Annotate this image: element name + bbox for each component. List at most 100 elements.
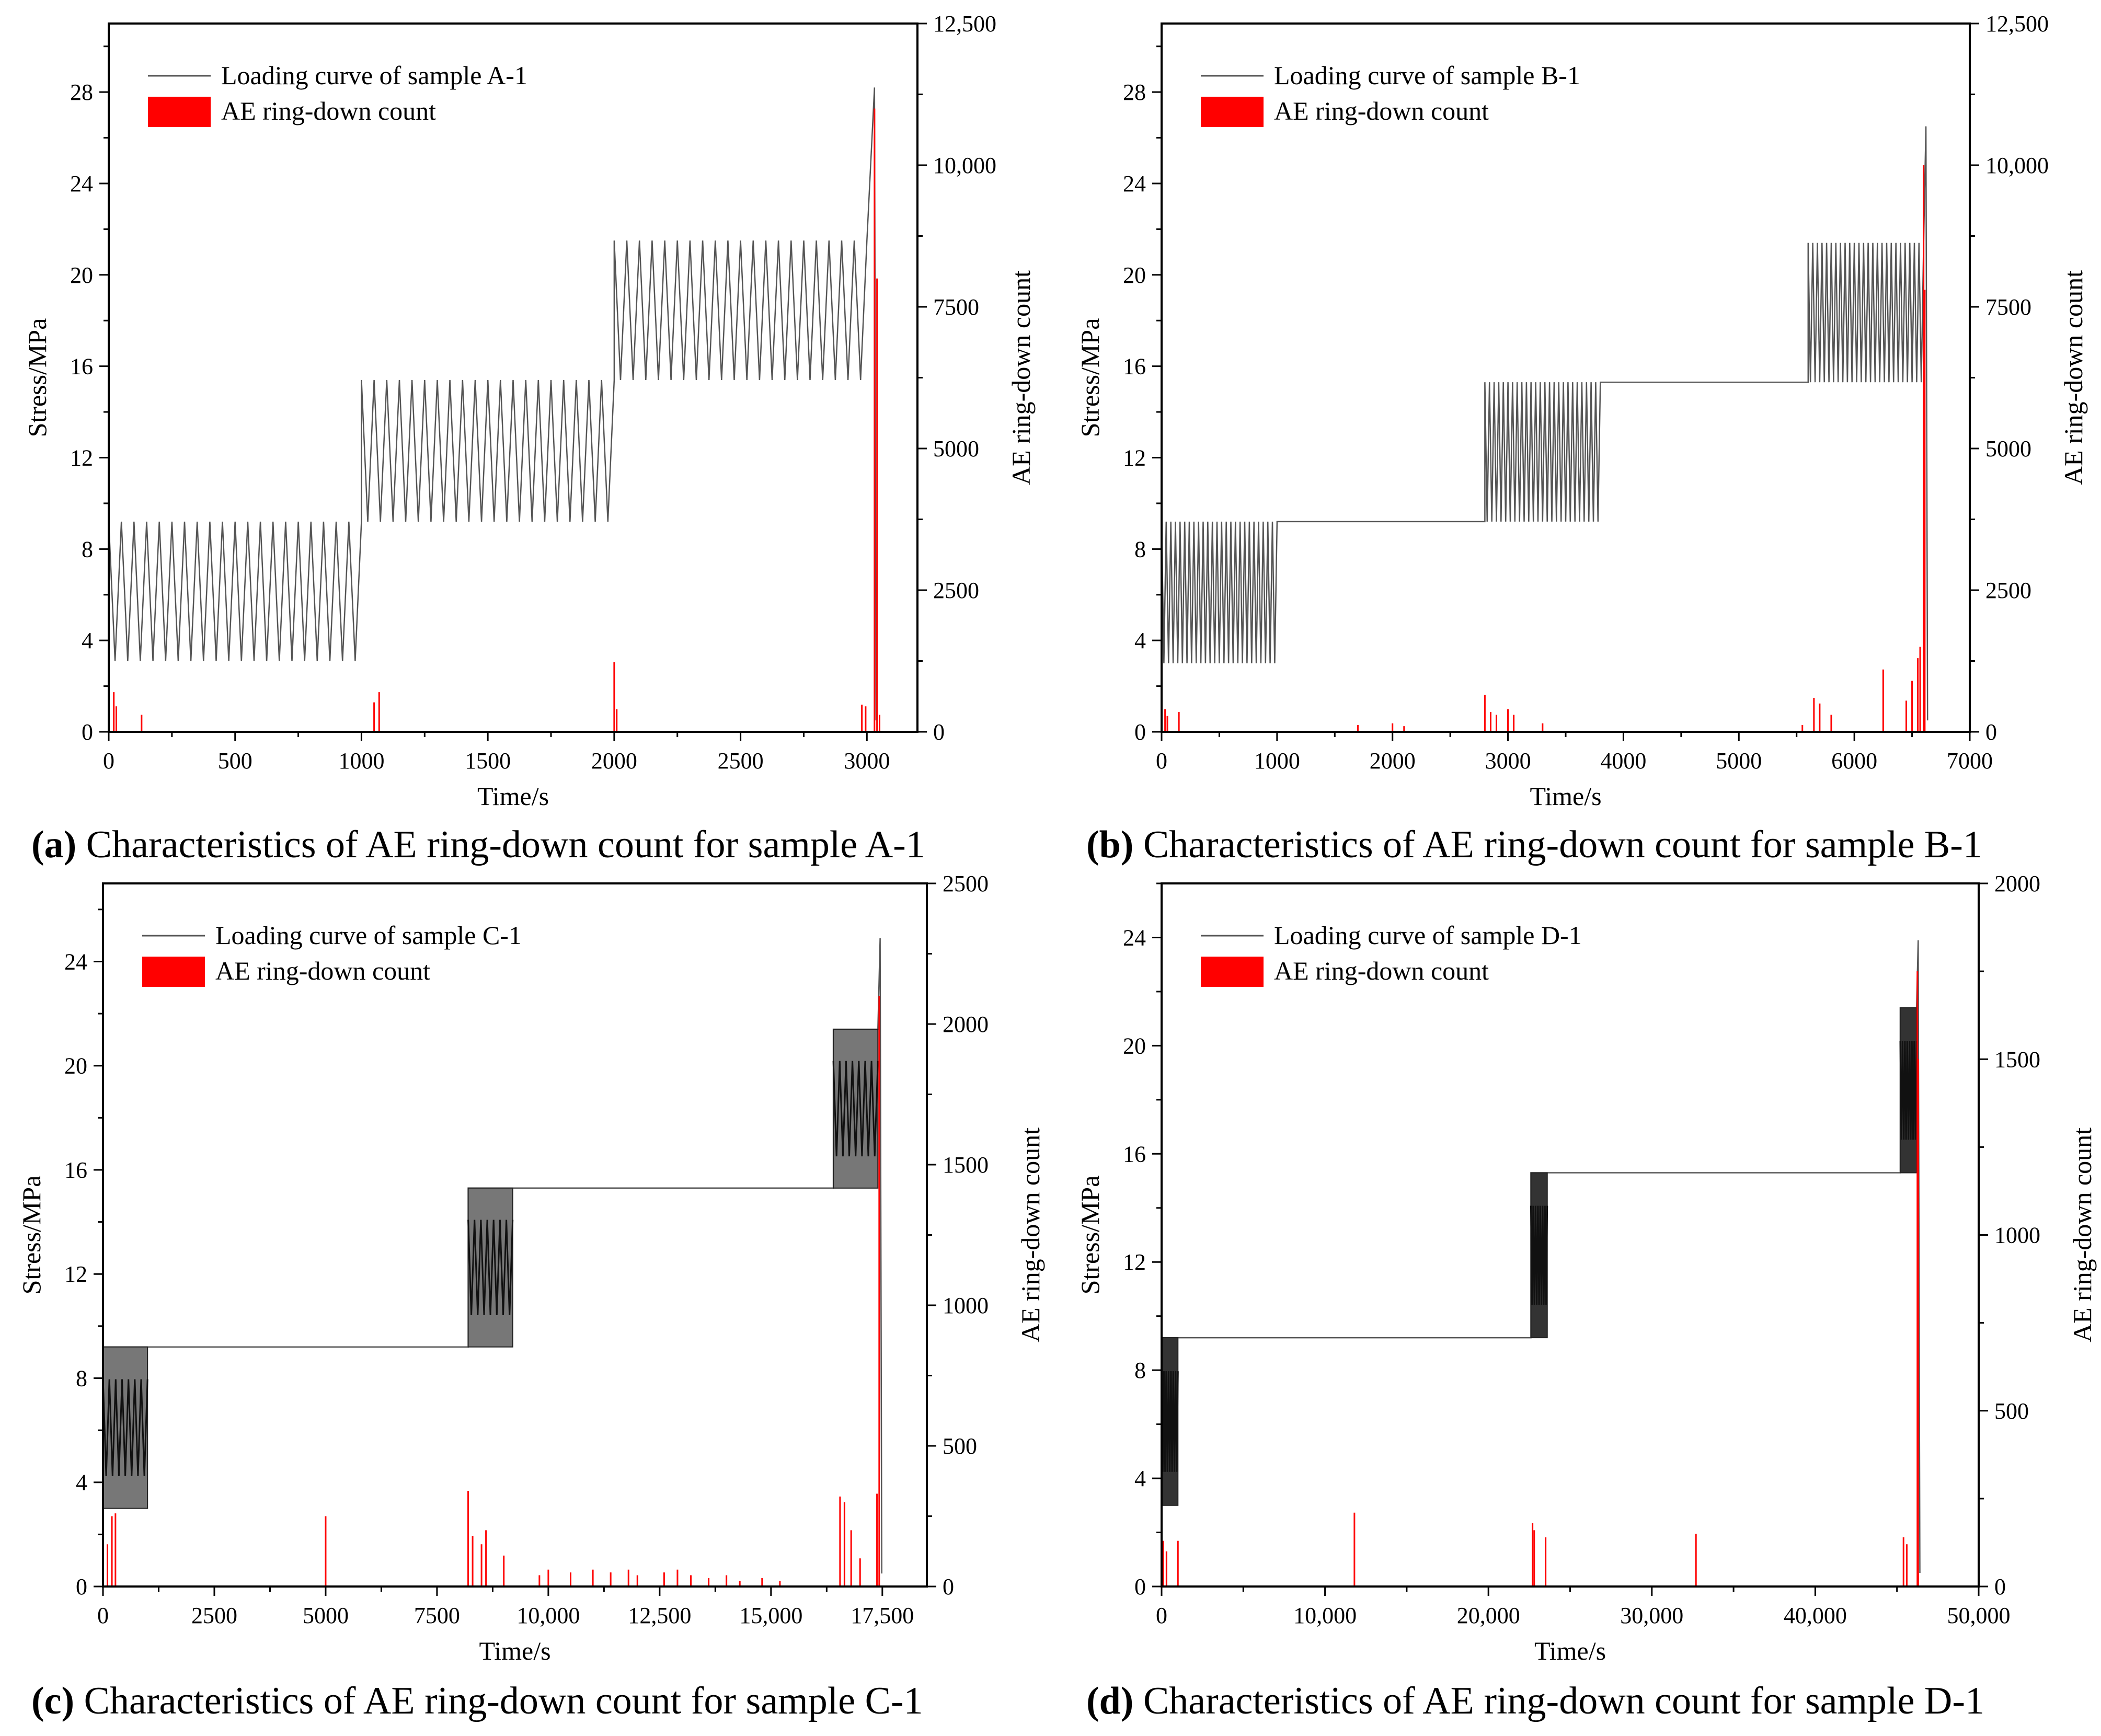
x-tick-label: 17,500 [851,1603,914,1628]
y-tick-label: 4 [82,628,93,653]
caption-text: Characteristics of AE ring-down count fo… [76,823,925,866]
y2-tick-label: 10,000 [1985,153,2049,178]
legend-loading-label: Loading curve of sample C-1 [215,921,522,950]
x-tick-label: 0 [97,1603,109,1628]
caption-letter: (d) [1086,1680,1133,1722]
y2-tick-label: 5000 [1985,436,2031,462]
x-tick-label: 1000 [1254,748,1300,774]
loading-curve [103,938,882,1574]
x-tick-label: 12,500 [628,1603,691,1628]
y-tick-label: 4 [76,1470,87,1496]
x-tick-label: 15,000 [739,1603,802,1628]
y2-tick-label: 2500 [1985,578,2031,603]
y-tick-label: 24 [70,171,93,197]
y2-axis-label: AE ring-down count [2068,1128,2097,1342]
x-tick-label: 0 [1156,1603,1167,1628]
caption-letter: (c) [31,1680,74,1722]
y2-tick-label: 10,000 [933,153,996,178]
y2-tick-label: 7500 [1985,294,2031,320]
y-tick-label: 0 [76,1574,87,1600]
y-tick-label: 16 [64,1157,87,1183]
y2-tick-label: 0 [1994,1574,2006,1600]
cycle-block-3 [833,1028,879,1189]
caption: (a) Characteristics of AE ring-down coun… [31,823,925,866]
plot-frame [102,882,928,1588]
x-tick-label: 2000 [591,748,637,774]
legend-ae-swatch [1201,957,1264,987]
y2-tick-label: 2000 [1994,871,2040,896]
y2-axis-label: AE ring-down count [1016,1128,1045,1342]
y2-tick-label: 2500 [943,871,989,896]
caption-letter: (a) [31,823,76,866]
y-tick-label: 20 [70,262,93,288]
legend-loading-label: Loading curve of sample B-1 [1274,61,1580,90]
y2-tick-label: 1500 [1994,1047,2040,1072]
cycle-block-1 [103,1346,148,1509]
x-tick-label: 7000 [1947,748,1993,774]
x-tick-label: 1000 [338,748,384,774]
caption-letter: (b) [1086,823,1133,866]
y2-tick-label: 1000 [1994,1223,2040,1248]
y-tick-label: 16 [1123,354,1146,380]
y-tick-label: 0 [1134,719,1146,745]
cycle-block-2 [467,1187,513,1348]
legend-ae-label: AE ring-down count [215,956,430,985]
y2-tick-label: 12,500 [1985,11,2049,37]
y-axis-label: Stress/MPa [1075,1176,1105,1295]
plot-area [1162,126,1928,732]
y-tick-label: 12 [1123,1249,1146,1275]
legend-ae-label: AE ring-down count [1274,956,1489,985]
y2-tick-label: 0 [933,719,945,745]
cycle-block-texture-1 [1162,1371,1179,1472]
x-axis-label: Time/s [477,781,549,811]
cycle-block-texture-2 [467,1220,514,1315]
x-axis-label: Time/s [1534,1636,1606,1665]
x-tick-label: 10,000 [1293,1603,1357,1628]
y2-tick-label: 5000 [933,436,979,462]
x-tick-label: 0 [103,748,114,774]
y-tick-label: 28 [70,79,93,105]
legend-ae-label: AE ring-down count [1274,96,1489,125]
x-tick-label: 5000 [1716,748,1762,774]
x-axis-label: Time/s [1530,781,1601,811]
caption: (d) Characteristics of AE ring-down coun… [1086,1680,1984,1722]
y-tick-label: 0 [1134,1574,1146,1600]
x-tick-label: 0 [1156,748,1167,774]
legend-ae-swatch [142,957,205,987]
y-axis-label: Stress/MPa [22,318,52,438]
x-tick-label: 1500 [465,748,511,774]
x-tick-label: 6000 [1831,748,1877,774]
x-tick-label: 40,000 [1784,1603,1847,1628]
y-tick-label: 12 [70,445,93,470]
x-tick-label: 3000 [1485,748,1531,774]
plot-frame [1161,882,1980,1588]
x-tick-label: 2500 [191,1603,237,1628]
y-tick-label: 16 [70,354,93,380]
y2-tick-label: 1000 [943,1293,989,1318]
loading-curve [109,87,877,721]
y-tick-label: 24 [1123,925,1146,950]
loading-curve [1162,126,1928,721]
plot-area [1162,940,1921,1586]
legend-ae-swatch [148,97,211,127]
cycle-block-texture-1 [103,1379,148,1476]
x-tick-label: 2500 [718,748,764,774]
plot-frame [1161,22,1971,733]
caption-text: Characteristics of AE ring-down count fo… [1133,823,1982,866]
caption: (c) Characteristics of AE ring-down coun… [31,1680,923,1722]
y-tick-label: 4 [1134,1466,1146,1491]
y-tick-label: 8 [82,536,93,562]
plot-area [109,87,880,732]
y2-axis-label: AE ring-down count [1006,270,1036,485]
y2-tick-label: 1500 [943,1152,989,1178]
y-tick-label: 20 [1123,1033,1146,1059]
y-tick-label: 12 [1123,445,1146,470]
x-tick-label: 2000 [1370,748,1416,774]
y-tick-label: 24 [1123,171,1146,197]
x-tick-label: 7500 [414,1603,460,1628]
y-tick-label: 24 [64,949,87,974]
y-tick-label: 20 [1123,262,1146,288]
chart-c: 0 2500 5000 7500 10,000 12,500 15,000 17,500048… [17,871,1045,1722]
plot-area [103,938,882,1586]
legend-ae-label: AE ring-down count [221,96,436,125]
